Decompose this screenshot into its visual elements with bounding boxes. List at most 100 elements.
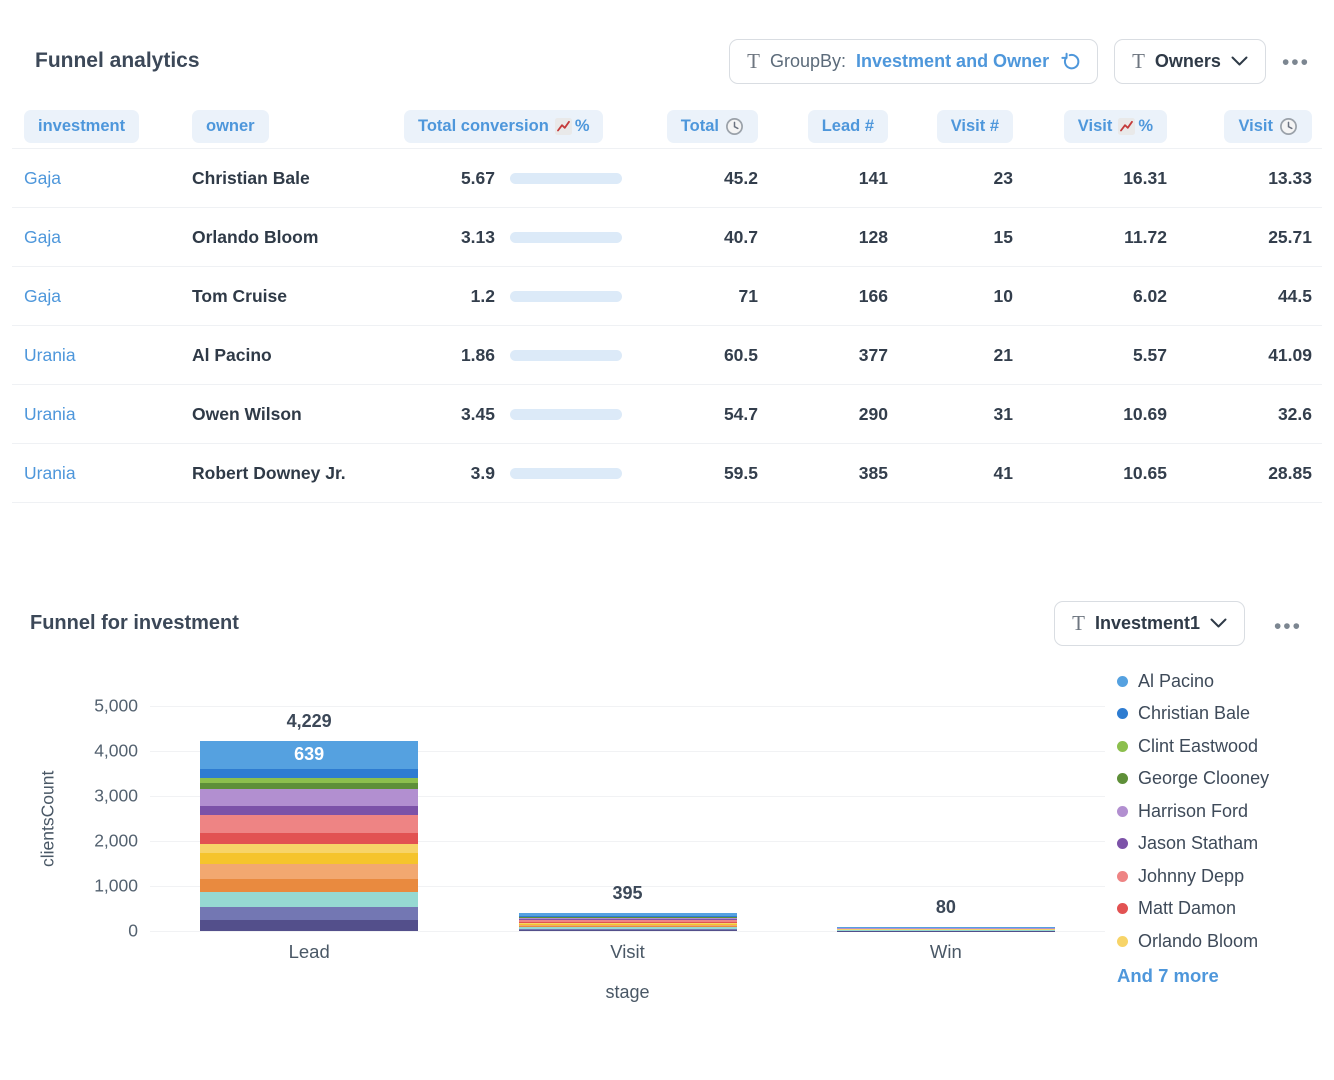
column-header-totalclock[interactable]: Total [667,110,758,143]
y-tick-label: 2,000 [0,831,138,852]
column-header-owner[interactable]: owner [192,110,269,143]
investment-link[interactable]: Urania [24,345,76,365]
legend-dot [1117,676,1128,687]
legend-item-johnny-depp[interactable]: Johnny Depp [1117,860,1269,893]
funnel-analytics-title: Funnel analytics [35,49,200,73]
dashboard: Funnel analytics T GroupBy: Investment a… [0,0,1334,1080]
text-format-icon: T [1072,613,1085,634]
conversion-value: 1.2 [471,286,495,307]
bar-segment [200,879,418,892]
legend-item-al-pacino[interactable]: Al Pacino [1117,665,1269,698]
legend-dot [1117,773,1128,784]
conversion-cell: 3.9 [392,463,632,484]
column-header-label: Total conversion [418,117,549,136]
table-row: GajaOrlando Bloom3.1340.71281511.7225.71 [12,207,1322,266]
visit-count-value: 41 [898,463,1023,484]
legend-label: Al Pacino [1138,671,1214,692]
reset-icon[interactable] [1059,51,1080,72]
investment-link[interactable]: Urania [24,404,76,424]
investment-link[interactable]: Gaja [24,168,61,188]
owners-dropdown-value: Owners [1155,51,1221,72]
chart-line-icon [1118,118,1135,135]
column-header-visit-chart[interactable]: Visit% [1064,110,1167,143]
column-header-investment[interactable]: investment [24,110,139,143]
legend-label: Christian Bale [1138,703,1250,724]
legend-item-christian-bale[interactable]: Christian Bale [1117,698,1269,731]
bar-total-label: 4,229 [200,711,418,732]
y-tick-label: 0 [0,921,138,942]
more-menu-icon[interactable]: ••• [1282,50,1310,73]
lead-count-value: 128 [768,227,898,248]
conversion-bar [510,468,622,479]
x-category-label: Visit [519,941,737,963]
stacked-bar-win [837,927,1055,931]
investment-link[interactable]: Gaja [24,286,61,306]
visit-count-value: 23 [898,168,1023,189]
visit-time-value: 13.33 [1177,168,1322,189]
investment-link[interactable]: Gaja [24,227,61,247]
conversion-cell: 3.13 [392,227,632,248]
column-header-label: investment [38,117,125,136]
more-menu-icon[interactable]: ••• [1274,614,1302,637]
clock-icon [725,117,744,136]
conversion-value: 5.67 [461,168,495,189]
legend-label: Matt Damon [1138,898,1236,919]
owners-dropdown[interactable]: T Owners [1114,39,1266,84]
legend-item-clint-eastwood[interactable]: Clint Eastwood [1117,730,1269,763]
groupby-control[interactable]: T GroupBy: Investment and Owner [729,39,1098,84]
visit-time-value: 32.6 [1177,404,1322,425]
owner-name: Al Pacino [180,345,392,366]
table-row: GajaTom Cruise1.271166106.0244.5 [12,266,1322,325]
column-header-visit[interactable]: Visit # [937,110,1013,143]
visit-count-value: 31 [898,404,1023,425]
owner-name: Orlando Bloom [180,227,392,248]
legend-item-orlando-bloom[interactable]: Orlando Bloom [1117,925,1269,958]
lead-count-value: 141 [768,168,898,189]
legend-dot [1117,741,1128,752]
legend-item-harrison-ford[interactable]: Harrison Ford [1117,795,1269,828]
table-header-row: investment owner Total conversion% Total Lea… [12,104,1322,148]
visit-count-value: 21 [898,345,1023,366]
y-tick-label: 4,000 [0,741,138,762]
column-header-total-conversion-chart[interactable]: Total conversion% [404,110,603,143]
funnel-chart-title: Funnel for investment [30,612,239,635]
owner-name: Robert Downey Jr. [180,463,392,484]
x-category-label: Lead [200,941,418,963]
visit-pct-value: 11.72 [1023,227,1177,248]
bar-inside-label: 639 [200,744,418,765]
header-cell: Total [632,110,768,143]
legend-dot [1117,838,1128,849]
legend-dot [1117,936,1128,947]
analytics-controls: T GroupBy: Investment and Owner T Owners… [729,39,1310,84]
conversion-cell: 1.86 [392,345,632,366]
visit-pct-value: 10.69 [1023,404,1177,425]
legend-item-matt-damon[interactable]: Matt Damon [1117,893,1269,926]
conversion-cell: 1.2 [392,286,632,307]
conversion-bar [510,409,622,420]
conversion-value: 3.45 [461,404,495,425]
legend-item-george-clooney[interactable]: George Clooney [1117,763,1269,796]
investment-filter-dropdown[interactable]: T Investment1 [1054,601,1245,646]
legend-dot [1117,806,1128,817]
bar-segment-matt-damon [200,833,418,844]
header-cell: Visit% [1023,110,1177,143]
column-header-visitclock[interactable]: Visit [1224,110,1312,143]
investment-link[interactable]: Urania [24,463,76,483]
column-header-label: Total [681,117,719,136]
total-time-value: 45.2 [632,168,768,189]
visit-pct-value: 10.65 [1023,463,1177,484]
lead-count-value: 290 [768,404,898,425]
legend-dot [1117,903,1128,914]
table-row: UraniaOwen Wilson3.4554.72903110.6932.6 [12,384,1322,443]
conversion-bar [510,232,622,243]
stacked-bar-visit [519,913,737,931]
visit-time-value: 44.5 [1177,286,1322,307]
text-format-icon: T [1132,51,1145,72]
legend-more-link[interactable]: And 7 more [1117,965,1269,987]
x-category-label: Win [837,941,1055,963]
visit-pct-value: 5.57 [1023,345,1177,366]
column-header-lead[interactable]: Lead # [808,110,888,143]
legend-label: Orlando Bloom [1138,931,1258,952]
legend-item-jason-statham[interactable]: Jason Statham [1117,828,1269,861]
clock-icon [1279,117,1298,136]
